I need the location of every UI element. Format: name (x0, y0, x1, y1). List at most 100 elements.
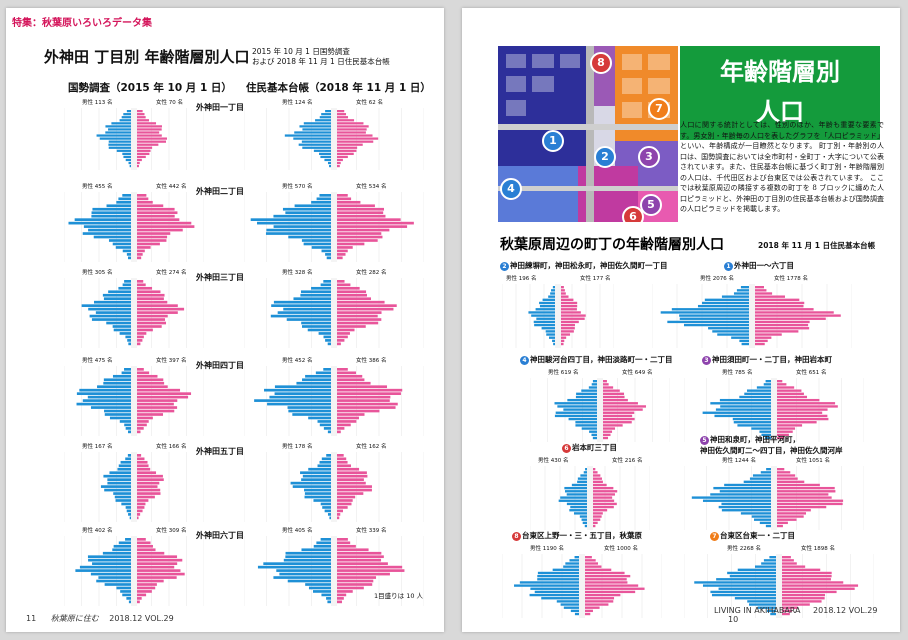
pyramid-svg (244, 452, 424, 522)
female-bar (137, 280, 144, 283)
female-bar (585, 562, 599, 565)
female-bar (593, 524, 596, 528)
female-count: 女性 62 名 (356, 100, 383, 106)
male-bar (552, 339, 555, 343)
male-bar (711, 593, 776, 597)
male-bar (104, 488, 131, 492)
male-bar (326, 454, 331, 457)
female-bar (337, 325, 366, 328)
pyramid-svg (502, 284, 614, 348)
male-bar (90, 406, 131, 409)
female-count: 女性 649 名 (622, 370, 653, 376)
male-bar (316, 197, 331, 201)
female-bar (782, 565, 806, 568)
pyramid-svg (244, 192, 424, 262)
male-bar (327, 342, 331, 346)
female-bar (337, 164, 340, 168)
female-bar (137, 460, 148, 464)
age-axis (331, 278, 337, 348)
male-bar (570, 505, 587, 509)
male-bar (592, 436, 597, 440)
pyramid-svg (244, 536, 424, 606)
female-bar (777, 486, 835, 490)
female-bar (585, 593, 621, 597)
female-bar (585, 600, 614, 603)
female-bar (337, 194, 348, 197)
female-bar (337, 457, 347, 461)
female-bar (137, 134, 162, 137)
female-bar (755, 317, 826, 320)
female-count: 女性 1778 名 (774, 276, 808, 282)
male-bar (125, 427, 131, 430)
female-bar (755, 336, 772, 339)
male-bar (285, 551, 331, 555)
male-bar (311, 286, 331, 290)
male-bar (574, 612, 579, 616)
male-bar (304, 495, 331, 499)
female-bar (603, 398, 628, 402)
female-bar (137, 402, 174, 406)
female-bar (337, 413, 365, 416)
male-bar (751, 515, 771, 518)
female-bar (337, 399, 390, 402)
male-bar (121, 371, 131, 375)
female-bar (593, 474, 601, 477)
female-bar (137, 371, 150, 375)
male-bar (116, 149, 131, 152)
male-bar (531, 314, 555, 317)
female-bar (782, 562, 797, 565)
feature-kicker: 特集：秋葉原いろいろデータ集 (12, 18, 152, 29)
male-bar (288, 235, 331, 239)
male-bar (577, 477, 587, 480)
female-count: 女性 166 名 (156, 444, 187, 450)
female-bar (755, 304, 804, 308)
right-folio: LIVING IN AKIHABARA 2018.12 VOL.29 10 (714, 606, 900, 624)
female-bar (137, 110, 143, 113)
female-bar (337, 565, 403, 569)
male-count: 男性 785 名 (722, 370, 753, 376)
male-bar (128, 161, 131, 165)
male-bar (759, 521, 771, 525)
male-bar (129, 516, 131, 520)
female-bar (782, 593, 826, 597)
female-bar (777, 398, 820, 402)
male-bar (122, 283, 131, 287)
male-bar (93, 235, 131, 239)
female-bar (337, 516, 340, 520)
male-bar (671, 308, 749, 311)
male-bar (301, 548, 331, 552)
male-bar (292, 485, 331, 488)
male-bar (285, 211, 331, 215)
female-bar (777, 515, 804, 518)
female-bar (777, 512, 807, 515)
male-bar (277, 311, 331, 314)
female-bar (337, 593, 347, 597)
male-bar (302, 146, 331, 149)
male-bar (582, 521, 587, 525)
female-bar (337, 286, 360, 290)
female-bar (137, 406, 178, 409)
female-bar (137, 467, 151, 471)
male-bar (326, 256, 331, 260)
male-bar (743, 480, 771, 483)
male-bar (761, 433, 771, 437)
male-bar (104, 583, 131, 586)
male-bar (697, 304, 749, 308)
block-label: 8 台東区上野一・三・五丁目，秋葉原 (512, 530, 642, 541)
male-bar (273, 300, 331, 304)
male-bar (324, 158, 331, 162)
male-bar (721, 509, 771, 512)
female-bar (755, 301, 805, 305)
female-bar (337, 221, 414, 225)
male-bar (273, 225, 331, 228)
female-bar (137, 311, 178, 314)
block-label-text: 神田須田町一・二丁目，神田岩本町 (712, 355, 832, 364)
female-bar (137, 325, 162, 328)
female-bar (137, 137, 168, 140)
female-bar (777, 430, 793, 433)
female-bar (782, 581, 844, 584)
female-bar (337, 161, 341, 165)
male-bar (560, 603, 579, 606)
female-bar (337, 197, 352, 201)
female-bar (137, 321, 167, 325)
